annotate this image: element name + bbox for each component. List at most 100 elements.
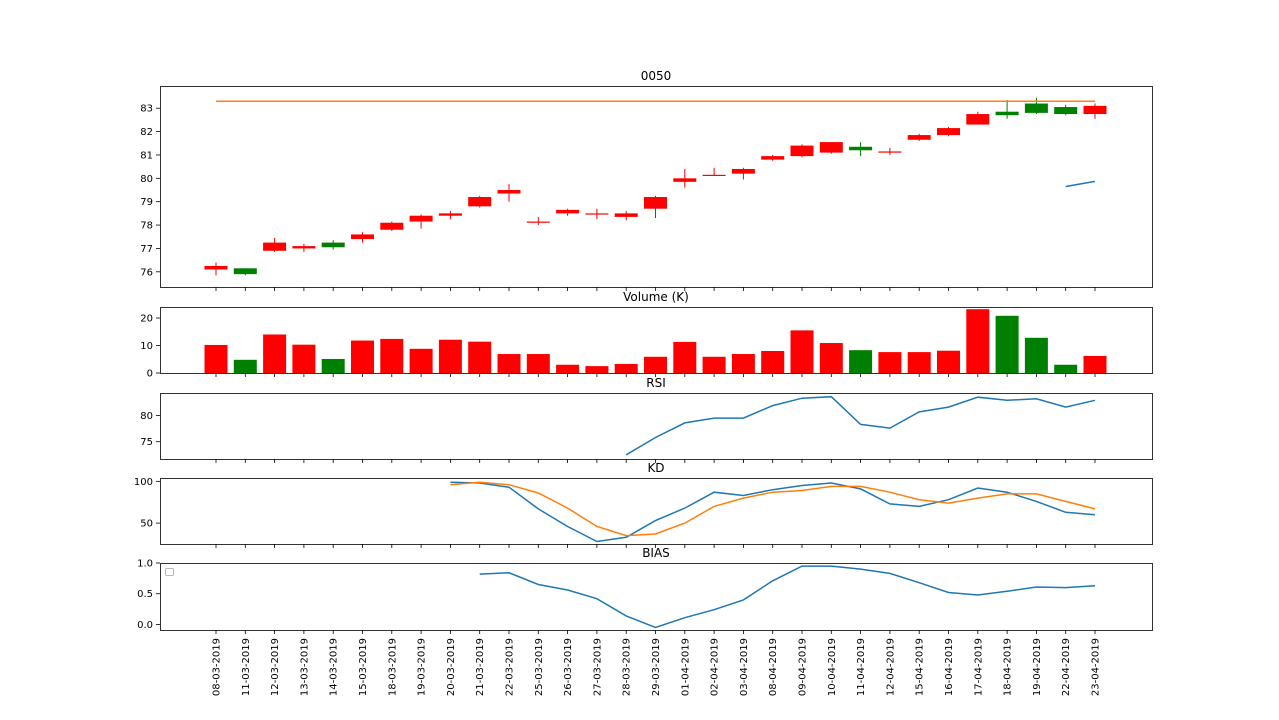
- volume-bar: [556, 364, 580, 373]
- bias-title: BIAS: [642, 546, 670, 560]
- x-date-label: 11-04-2019: [856, 638, 867, 696]
- volume-bar: [731, 354, 755, 373]
- candle-body: [731, 168, 755, 174]
- volume-bar: [409, 348, 433, 373]
- volume-bar: [438, 339, 462, 373]
- candle-body: [585, 213, 609, 215]
- candle: [731, 167, 755, 180]
- volume-bar: [702, 356, 726, 373]
- volume-bar: [761, 351, 785, 373]
- x-date-label: 12-03-2019: [270, 638, 281, 696]
- bias-frame: [160, 563, 1153, 631]
- x-date-label: 22-03-2019: [505, 638, 516, 696]
- bias-panel: BIAS 0.0 0.5 1.0: [137, 546, 1153, 634]
- candle: [468, 195, 492, 208]
- rsi-frame: [160, 393, 1153, 460]
- volume-bar: [263, 334, 287, 373]
- price-line-ma: [1065, 180, 1096, 188]
- volume-bar: [321, 358, 345, 373]
- volume-bar: [790, 330, 814, 373]
- candle: [351, 232, 374, 243]
- candle-body: [204, 265, 228, 270]
- candle-body: [1083, 105, 1107, 115]
- volume-bar: [204, 344, 228, 373]
- volume-bar: [1083, 355, 1107, 373]
- bias-ytick-label: 1.0: [137, 559, 153, 570]
- candle-body: [1054, 107, 1078, 115]
- x-date-label: 15-04-2019: [915, 638, 926, 696]
- candle-body: [526, 221, 550, 223]
- bias-ytick-label: 0.5: [137, 589, 153, 600]
- candle: [321, 240, 345, 250]
- volume-bar: [526, 354, 550, 373]
- volume-bar: [614, 363, 638, 373]
- candle: [966, 111, 990, 125]
- x-date-label: 02-04-2019: [710, 638, 721, 696]
- volume-title: Volume (K): [623, 290, 689, 304]
- price-ytick-label: 81: [140, 150, 153, 161]
- candle: [585, 208, 609, 220]
- x-date-label: 20-03-2019: [446, 638, 457, 696]
- candle-body: [995, 111, 1019, 116]
- volume-bar: [585, 366, 609, 373]
- bias-legend-box: [165, 568, 174, 576]
- candle-body: [644, 197, 667, 209]
- x-date-label: 28-03-2019: [622, 638, 633, 696]
- candle: [790, 144, 814, 158]
- candle: [497, 184, 521, 202]
- x-date-label: 16-04-2019: [944, 638, 955, 696]
- x-date-label: 23-04-2019: [1091, 638, 1102, 696]
- kd-panel: KD 50 100: [134, 461, 1153, 548]
- x-date-label: 18-04-2019: [1003, 638, 1014, 696]
- price-ytick-label: 76: [140, 267, 153, 278]
- candle: [673, 168, 697, 188]
- x-date-label: 19-04-2019: [1032, 638, 1043, 696]
- volume-bar: [907, 352, 931, 373]
- candle: [292, 243, 316, 252]
- kd-ytick-label: 50: [140, 519, 153, 530]
- x-date-label: 15-03-2019: [358, 638, 369, 696]
- candle: [233, 268, 257, 276]
- candle: [937, 126, 960, 137]
- candle-body: [937, 128, 960, 136]
- x-date-label: 11-03-2019: [241, 638, 252, 696]
- x-date-label: 21-03-2019: [475, 638, 486, 696]
- candle-body: [497, 190, 521, 194]
- x-date-label: 29-03-2019: [651, 638, 662, 696]
- bias-ytick-label: 0.0: [137, 620, 153, 631]
- volume-ytick-label: 10: [140, 341, 153, 352]
- volume-ytick-label: 0: [147, 369, 153, 380]
- candle: [526, 216, 550, 226]
- volume-bar: [849, 350, 873, 373]
- candle: [1054, 104, 1078, 116]
- volume-frame: [160, 307, 1153, 374]
- volume-bar: [292, 344, 316, 373]
- candle: [702, 167, 726, 177]
- volume-panel: Volume (K) 0 10 20: [140, 290, 1153, 380]
- candle-body: [351, 234, 374, 240]
- candle: [995, 100, 1019, 119]
- candle-body: [907, 135, 931, 140]
- x-date-label: 12-04-2019: [885, 638, 896, 696]
- candle-body: [556, 209, 580, 214]
- kd-line-D: [450, 481, 1096, 537]
- volume-bar: [878, 352, 902, 373]
- candle: [263, 237, 287, 252]
- rsi-ytick-label: 80: [140, 411, 153, 422]
- price-title: 0050: [641, 69, 672, 83]
- rsi-ytick-label: 75: [140, 437, 153, 448]
- price-ytick-label: 83: [140, 104, 153, 115]
- kd-frame: [160, 478, 1153, 545]
- kd-title: KD: [647, 461, 664, 475]
- x-date-label: 18-03-2019: [387, 638, 398, 696]
- candle-body: [321, 242, 345, 248]
- x-date-label: 25-03-2019: [534, 638, 545, 696]
- candle-body: [438, 213, 462, 216]
- volume-bar: [380, 338, 404, 373]
- candle-body: [233, 268, 257, 275]
- candle: [1024, 97, 1048, 115]
- x-date-label: 10-04-2019: [827, 638, 838, 696]
- candle-body: [468, 197, 492, 207]
- candle-body: [263, 242, 287, 251]
